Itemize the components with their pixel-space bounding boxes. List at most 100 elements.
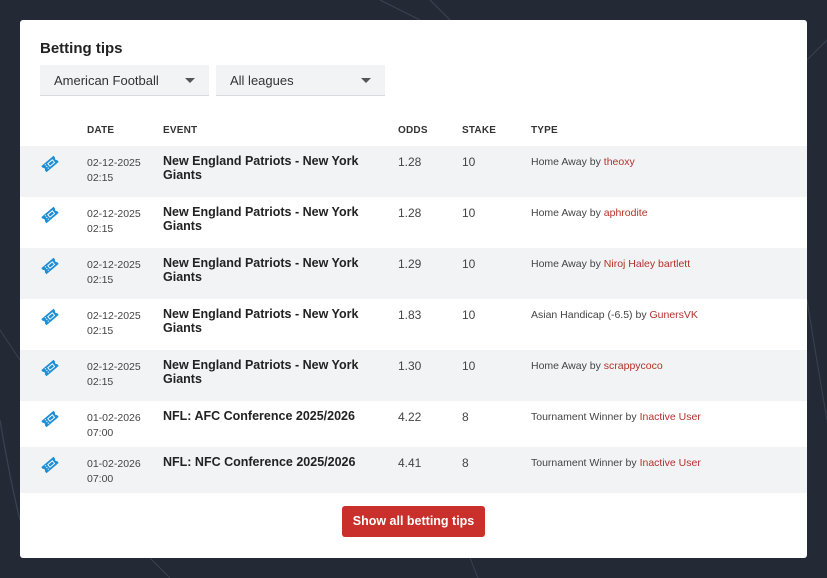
tip-by-label: by (589, 360, 601, 372)
tip-by-label: by (635, 309, 647, 321)
tip-type: Home Away by aphrodite (531, 207, 648, 219)
tip-type: Home Away by scrappycoco (531, 360, 663, 372)
ticket-icon (40, 205, 60, 225)
tip-by-label: by (589, 156, 601, 168)
tip-stake: 10 (462, 359, 476, 373)
tip-stake: 8 (462, 456, 469, 470)
tip-date-day: 02-12-2025 (87, 310, 141, 322)
tip-event: New England Patriots - New York Giants (163, 256, 359, 284)
tip-date: 01-02-2026 07:00 (87, 411, 147, 441)
tip-event: New England Patriots - New York Giants (163, 205, 359, 233)
table-row[interactable]: 02-12-2025 02:15 New England Patriots - … (20, 197, 807, 248)
ticket-icon (40, 307, 60, 327)
tip-by-label: by (589, 207, 601, 219)
tip-date: 02-12-2025 02:15 (87, 258, 147, 288)
tip-type-label: Asian Handicap (-6.5) (531, 309, 633, 321)
tip-date-time: 02:15 (87, 325, 114, 337)
tip-date: 02-12-2025 02:15 (87, 309, 147, 339)
chevron-down-icon (185, 78, 195, 83)
tip-user-link[interactable]: aphrodite (603, 207, 648, 219)
tip-odds: 1.28 (398, 206, 422, 220)
tip-date-day: 01-02-2026 (87, 458, 141, 470)
tip-date-time: 02:15 (87, 223, 114, 235)
tip-date-time: 02:15 (87, 376, 114, 388)
table-row[interactable]: 02-12-2025 02:15 New England Patriots - … (20, 248, 807, 299)
tip-by-label: by (625, 457, 637, 469)
tip-odds: 4.41 (398, 456, 422, 470)
tip-event: New England Patriots - New York Giants (163, 154, 359, 182)
tip-date: 01-02-2026 07:00 (87, 457, 147, 487)
tip-odds: 1.28 (398, 155, 422, 169)
tip-date-time: 07:00 (87, 427, 114, 439)
tip-date: 02-12-2025 02:15 (87, 360, 147, 390)
tip-date-time: 07:00 (87, 473, 114, 485)
show-all-betting-tips-button[interactable]: Show all betting tips (342, 506, 485, 537)
tip-stake: 10 (462, 308, 476, 322)
table-header: DATE EVENT ODDS STAKE TYPE (20, 125, 807, 141)
tip-stake: 10 (462, 206, 476, 220)
header-date: DATE (87, 125, 115, 136)
header-odds: ODDS (398, 125, 428, 136)
league-select[interactable]: All leagues (216, 65, 385, 96)
league-select-value: All leagues (230, 73, 294, 88)
tip-date: 02-12-2025 02:15 (87, 207, 147, 237)
tip-stake: 10 (462, 257, 476, 271)
tip-event: New England Patriots - New York Giants (163, 307, 359, 335)
table-row[interactable]: 02-12-2025 02:15 New England Patriots - … (20, 350, 807, 401)
tip-stake: 8 (462, 410, 469, 424)
tip-type: Tournament Winner by Inactive User (531, 457, 701, 469)
tip-type: Home Away by Niroj Haley bartlett (531, 258, 690, 270)
tip-type-label: Home Away (531, 360, 587, 372)
tip-type: Home Away by theoxy (531, 156, 635, 168)
tip-type-label: Home Away (531, 207, 587, 219)
tip-event: NFL: NFC Conference 2025/2026 (163, 455, 356, 469)
ticket-icon (40, 409, 60, 429)
tip-date-day: 02-12-2025 (87, 259, 141, 271)
ticket-icon (40, 154, 60, 174)
table-row[interactable]: 01-02-2026 07:00 NFL: AFC Conference 202… (20, 401, 807, 447)
tip-odds: 1.83 (398, 308, 422, 322)
tip-date-time: 02:15 (87, 274, 114, 286)
tip-stake: 10 (462, 155, 476, 169)
tip-odds: 1.30 (398, 359, 422, 373)
tip-by-label: by (625, 411, 637, 423)
tip-odds: 1.29 (398, 257, 422, 271)
tip-user-link[interactable]: Niroj Haley bartlett (603, 258, 691, 270)
tip-date-time: 02:15 (87, 172, 114, 184)
tip-by-label: by (589, 258, 601, 270)
table-row[interactable]: 02-12-2025 02:15 New England Patriots - … (20, 299, 807, 350)
tip-user-link[interactable]: scrappycoco (603, 360, 663, 372)
tip-type-label: Home Away (531, 258, 587, 270)
tip-user-link[interactable]: GunersVK (649, 309, 698, 321)
tip-date-day: 02-12-2025 (87, 208, 141, 220)
header-stake: STAKE (462, 125, 497, 136)
tip-type-label: Home Away (531, 156, 587, 168)
tip-type: Tournament Winner by Inactive User (531, 411, 701, 423)
header-event: EVENT (163, 125, 198, 136)
tip-date-day: 02-12-2025 (87, 157, 141, 169)
sport-select-value: American Football (54, 73, 159, 88)
tip-user-link[interactable]: Inactive User (639, 411, 701, 423)
tip-type-label: Tournament Winner (531, 411, 623, 423)
tip-event: New England Patriots - New York Giants (163, 358, 359, 386)
ticket-icon (40, 256, 60, 276)
tip-date: 02-12-2025 02:15 (87, 156, 147, 186)
tip-date-day: 01-02-2026 (87, 412, 141, 424)
table-row[interactable]: 01-02-2026 07:00 NFL: NFC Conference 202… (20, 447, 807, 493)
ticket-icon (40, 358, 60, 378)
betting-tips-card: Betting tips American Football All leagu… (20, 20, 807, 558)
card-title: Betting tips (40, 40, 123, 57)
tip-type: Asian Handicap (-6.5) by GunersVK (531, 309, 698, 321)
sport-select[interactable]: American Football (40, 65, 209, 96)
tip-event: NFL: AFC Conference 2025/2026 (163, 409, 355, 423)
header-type: TYPE (531, 125, 558, 136)
tip-user-link[interactable]: theoxy (603, 156, 635, 168)
table-row[interactable]: 02-12-2025 02:15 New England Patriots - … (20, 146, 807, 197)
tip-user-link[interactable]: Inactive User (639, 457, 701, 469)
tip-date-day: 02-12-2025 (87, 361, 141, 373)
ticket-icon (40, 455, 60, 475)
tip-type-label: Tournament Winner (531, 457, 623, 469)
chevron-down-icon (361, 78, 371, 83)
tip-odds: 4.22 (398, 410, 422, 424)
